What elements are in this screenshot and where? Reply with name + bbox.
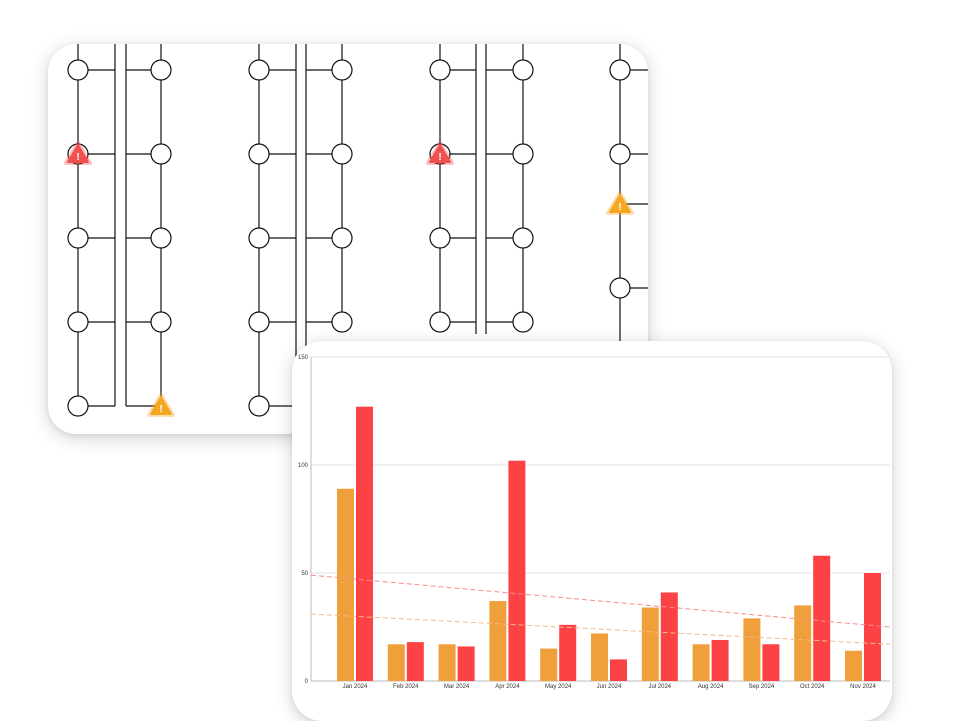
warning-triangle-icon[interactable]: ! <box>147 393 175 417</box>
node-circle[interactable] <box>331 59 353 81</box>
y-tick-label: 50 <box>301 571 308 577</box>
node-circle[interactable] <box>248 59 270 81</box>
bar[interactable] <box>794 605 812 681</box>
bar[interactable] <box>508 460 526 681</box>
node-circle[interactable] <box>331 143 353 165</box>
node-circle[interactable] <box>67 395 89 417</box>
warning-triangle-icon[interactable]: ! <box>426 141 454 165</box>
node-circle[interactable] <box>331 311 353 333</box>
x-tick-label: Feb 2024 <box>393 684 419 690</box>
warning-glyph: ! <box>76 152 79 163</box>
x-tick-label: Nov 2024 <box>850 684 876 690</box>
node-circle[interactable] <box>429 59 451 81</box>
warning-triangle <box>429 144 451 163</box>
x-tick-label: May 2024 <box>545 684 572 690</box>
node-circle[interactable] <box>248 227 270 249</box>
warning-glyph: ! <box>159 404 162 415</box>
y-tick-label: 0 <box>305 679 309 685</box>
node-circle[interactable] <box>150 59 172 81</box>
x-tick-label: Aug 2024 <box>698 684 724 690</box>
x-tick-label: Jun 2024 <box>597 684 622 690</box>
node-circle[interactable] <box>150 143 172 165</box>
bar[interactable] <box>489 601 507 681</box>
bar[interactable] <box>540 648 558 681</box>
bar[interactable] <box>845 650 862 681</box>
node-circle[interactable] <box>67 59 89 81</box>
bar[interactable] <box>660 592 678 681</box>
node-circle[interactable] <box>67 311 89 333</box>
trend-line <box>310 613 891 645</box>
x-tick-label: Jan 2024 <box>343 684 368 690</box>
node-circle[interactable] <box>512 227 534 249</box>
x-tick-label: Apr 2024 <box>495 684 520 690</box>
warning-triangle <box>609 194 631 213</box>
bar-chart: 0 50 100 150 Jan 2024 Feb 2024 Mar 2024 Apr 202… <box>298 355 891 690</box>
y-tick-label: 150 <box>298 355 309 361</box>
node-circle[interactable] <box>429 311 451 333</box>
x-tick-label: Sep 2024 <box>749 684 775 690</box>
node-circle[interactable] <box>429 227 451 249</box>
y-tick-label: 100 <box>298 463 309 469</box>
node-circle[interactable] <box>67 227 89 249</box>
warning-triangle <box>150 396 172 415</box>
node-circle[interactable] <box>512 59 534 81</box>
bar[interactable] <box>559 624 577 681</box>
bar[interactable] <box>406 642 424 681</box>
bar[interactable] <box>610 659 627 681</box>
bar[interactable] <box>743 618 761 681</box>
node-circle[interactable] <box>150 311 172 333</box>
bar[interactable] <box>337 488 354 681</box>
bar[interactable] <box>711 639 729 681</box>
x-tick-label: Oct 2024 <box>800 684 825 690</box>
bar[interactable] <box>356 406 373 681</box>
node-circle[interactable] <box>609 143 631 165</box>
bar[interactable] <box>762 644 780 681</box>
x-tick-label: Jul 2024 <box>648 684 671 690</box>
bar[interactable] <box>864 573 881 681</box>
bar[interactable] <box>457 646 475 681</box>
node-circle[interactable] <box>150 227 172 249</box>
trend-line <box>310 574 891 628</box>
bar[interactable] <box>692 644 710 681</box>
bar[interactable] <box>641 607 659 681</box>
x-tick-label: Mar 2024 <box>444 684 470 690</box>
warning-triangle <box>67 144 89 163</box>
bar[interactable] <box>591 633 608 681</box>
node-circle[interactable] <box>512 311 534 333</box>
network-diagram: !!!! <box>64 44 648 434</box>
bar[interactable] <box>813 555 831 681</box>
node-circle[interactable] <box>609 59 631 81</box>
node-circle[interactable] <box>248 395 270 417</box>
node-circle[interactable] <box>248 311 270 333</box>
bar[interactable] <box>387 644 405 681</box>
warning-triangle-icon[interactable]: ! <box>64 141 92 165</box>
node-circle[interactable] <box>248 143 270 165</box>
warning-glyph: ! <box>438 152 441 163</box>
warning-triangle-icon[interactable]: ! <box>606 191 634 215</box>
node-circle[interactable] <box>331 227 353 249</box>
node-circle[interactable] <box>512 143 534 165</box>
node-circle[interactable] <box>609 277 631 299</box>
warning-glyph: ! <box>618 202 621 213</box>
bar[interactable] <box>438 644 456 681</box>
chart-card: 0 50 100 150 Jan 2024 Feb 2024 Mar 2024 Apr 202… <box>292 341 892 721</box>
